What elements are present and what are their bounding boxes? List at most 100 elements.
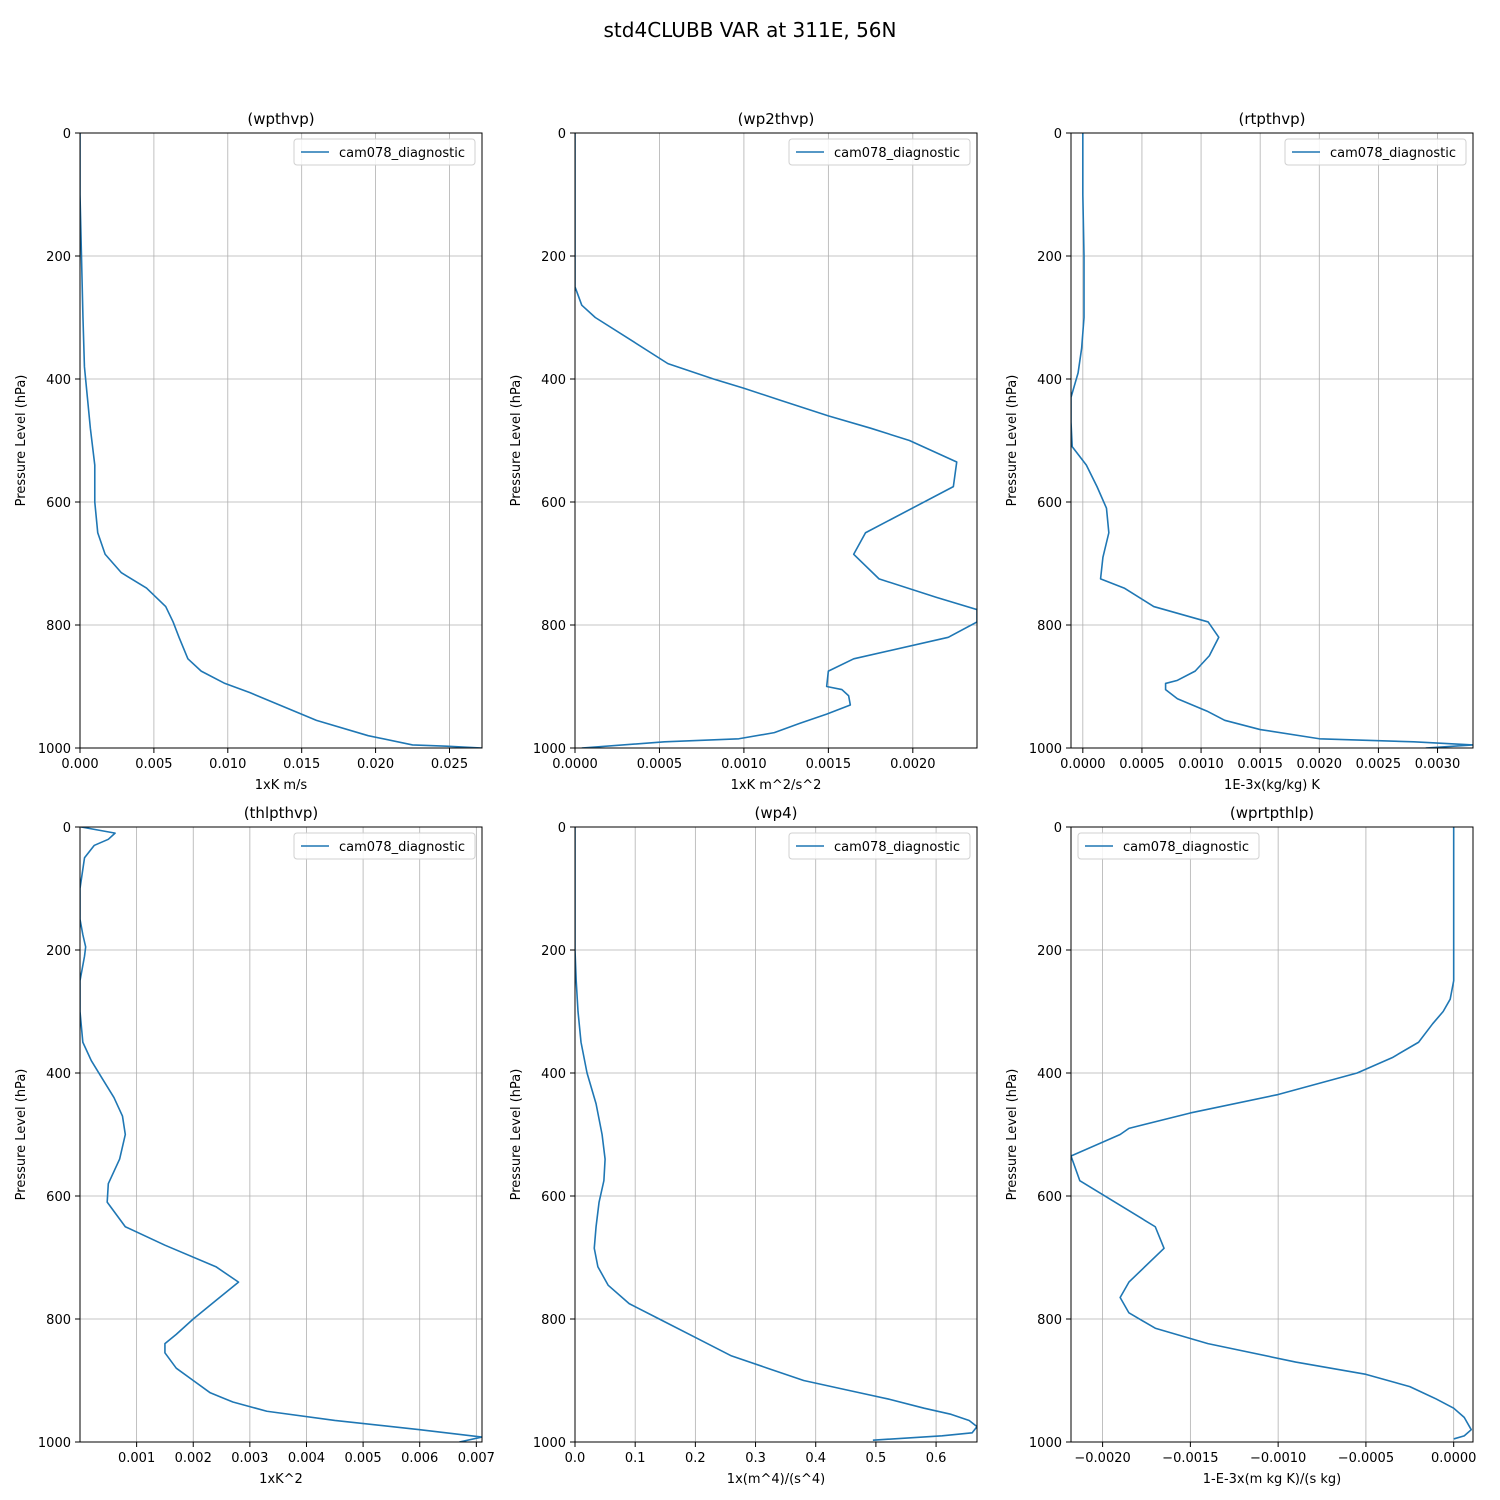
legend-label: cam078_diagnostic <box>1330 146 1456 161</box>
x-tick-label: 0.3 <box>745 1451 766 1466</box>
x-tick-label: −0.0015 <box>1162 1451 1218 1466</box>
series-line-1 <box>1071 827 1473 1440</box>
x-tick-label: 0.005 <box>344 1451 381 1466</box>
y-tick-label: 0 <box>63 821 71 836</box>
x-tick-label: 0.000 <box>61 757 98 772</box>
y-tick-label: 200 <box>541 944 566 959</box>
x-tick-label: 0.025 <box>431 757 468 772</box>
plot-area <box>575 133 977 748</box>
subplot-1: 0.000 0.005 0.010 0.015 0.020 0.025 0 200 400 600… <box>14 110 483 793</box>
y-tick-label: 0 <box>558 127 566 142</box>
x-tick-label: 0.005 <box>135 757 172 772</box>
series-line-1 <box>1071 133 1473 748</box>
x-tick-label: 0.2 <box>685 1451 706 1466</box>
subplot-grid: 0.000 0.005 0.010 0.015 0.020 0.0250200400600… <box>14 110 1476 1487</box>
y-tick-label: 1000 <box>1029 1436 1062 1451</box>
plot-area <box>80 133 482 748</box>
x-axis-label: 1xK m^2/s^2 <box>731 778 822 793</box>
y-tick-label: 200 <box>1037 250 1062 265</box>
series-line-1 <box>80 827 482 1442</box>
y-tick-label: 600 <box>541 496 566 511</box>
legend-box <box>293 138 476 166</box>
x-tick-label: −0.0010 <box>1250 1451 1306 1466</box>
plot-area <box>80 827 482 1442</box>
legend: cam078_diagnostic <box>293 138 476 166</box>
y-tick-label: 600 <box>1037 496 1062 511</box>
y-tick-label: 1000 <box>38 742 71 757</box>
y-tick-label: 1000 <box>1029 742 1062 757</box>
x-tick-label: 0.4 <box>805 1451 826 1466</box>
x-tick-label: 0.0000 <box>552 757 598 772</box>
x-tick-label: 0.0005 <box>1119 757 1165 772</box>
y-tick-label: 400 <box>541 373 566 388</box>
axes-frame <box>574 132 978 749</box>
axes-frame <box>1070 826 1474 1443</box>
plot-area <box>1071 133 1473 748</box>
x-tick-label: 0.015 <box>283 757 320 772</box>
y-tick-label: 0 <box>1054 127 1062 142</box>
x-tick-label: 0.0025 <box>1356 757 1402 772</box>
series-line-1 <box>575 827 977 1441</box>
y-tick-label: 200 <box>46 944 71 959</box>
legend: cam078_diagnostic <box>293 832 476 860</box>
x-tick-label: 0.1 <box>625 1451 646 1466</box>
y-tick-label: 800 <box>46 619 71 634</box>
y-tick-label: 600 <box>46 496 71 511</box>
x-tick-label: 0.020 <box>357 757 394 772</box>
legend-box <box>1077 832 1260 860</box>
subplot-5: 0.0 0.1 0.2 0.3 0.4 0.5 0.6 0 200 400 600 800 1000 (w… <box>509 804 978 1487</box>
x-tick-label: −0.0005 <box>1338 1451 1394 1466</box>
y-tick-label: 400 <box>46 373 71 388</box>
x-tick-label: 0.0010 <box>721 757 767 772</box>
series-line-1 <box>80 133 482 748</box>
axes-frame <box>574 826 978 1443</box>
x-tick-label: 0.006 <box>401 1451 438 1466</box>
subplot-title: (rtpthvp) <box>1238 110 1305 128</box>
x-axis-label: 1x(m^4)/(s^4) <box>727 1472 825 1487</box>
subplot-4: 0.001 0.002 0.003 0.004 0.005 0.006 0.007 0 200 4… <box>14 804 495 1487</box>
y-tick-label: 800 <box>541 1313 566 1328</box>
x-tick-label: −0.0020 <box>1074 1451 1130 1466</box>
subplot-2: 0.0000 0.0005 0.0010 0.0015 0.0020 0 200 400 600… <box>509 110 978 793</box>
y-axis-label: Pressure Level (hPa) <box>509 375 524 507</box>
y-tick-label: 400 <box>46 1067 71 1082</box>
legend: cam078_diagnostic <box>1284 138 1467 166</box>
legend-label: cam078_diagnostic <box>834 840 960 855</box>
x-axis-label: 1E-3x(kg/kg) K <box>1224 778 1320 793</box>
y-tick-label: 0 <box>63 127 71 142</box>
x-tick-label: 0.010 <box>209 757 246 772</box>
y-axis-label: Pressure Level (hPa) <box>1005 375 1020 507</box>
y-tick-label: 600 <box>541 1190 566 1205</box>
y-tick-label: 400 <box>1037 373 1062 388</box>
x-tick-label: 0.0015 <box>1237 757 1283 772</box>
y-axis-label: Pressure Level (hPa) <box>14 1069 29 1201</box>
plot-area <box>1071 827 1473 1442</box>
x-tick-label: 0.5 <box>866 1451 887 1466</box>
x-tick-label: 0.0 <box>565 1451 586 1466</box>
y-tick-label: 800 <box>1037 619 1062 634</box>
legend: cam078_diagnostic <box>788 138 971 166</box>
y-tick-label: 1000 <box>533 1436 566 1451</box>
legend-box <box>788 832 971 860</box>
x-tick-label: 0.002 <box>175 1451 212 1466</box>
y-tick-label: 600 <box>46 1190 71 1205</box>
subplot-6: −0.0020 −0.0015 −0.0010 −0.0005 0.0000 0 200 40… <box>1005 804 1476 1487</box>
x-tick-label: 0.0020 <box>1297 757 1343 772</box>
legend-label: cam078_diagnostic <box>834 146 960 161</box>
x-tick-label: 0.0010 <box>1178 757 1224 772</box>
legend: cam078_diagnostic <box>788 832 971 860</box>
y-axis-label: Pressure Level (hPa) <box>14 375 29 507</box>
subplot-title: (wpthvp) <box>247 110 314 128</box>
x-tick-label: 0.0000 <box>1431 1451 1477 1466</box>
x-tick-label: 0.6 <box>926 1451 947 1466</box>
axes-frame <box>1070 132 1474 749</box>
y-axis-label: Pressure Level (hPa) <box>1005 1069 1020 1201</box>
legend-box <box>1284 138 1467 166</box>
y-tick-label: 200 <box>541 250 566 265</box>
y-tick-label: 200 <box>1037 944 1062 959</box>
legend-box <box>788 138 971 166</box>
x-axis-label: 1xK m/s <box>255 778 308 793</box>
figure-suptitle: std4CLUBB VAR at 311E, 56N <box>604 18 897 42</box>
x-tick-label: 0.003 <box>231 1451 268 1466</box>
y-axis-label: Pressure Level (hPa) <box>509 1069 524 1201</box>
